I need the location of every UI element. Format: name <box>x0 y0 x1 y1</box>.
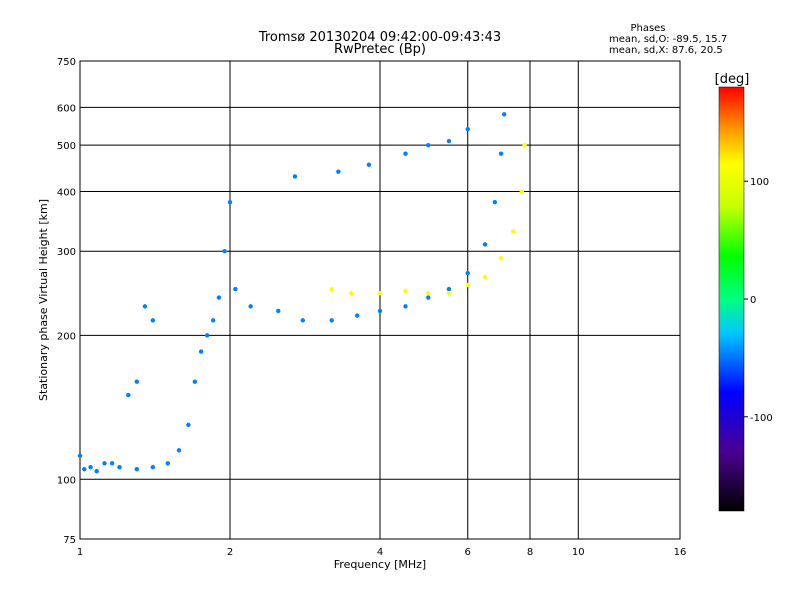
data-point <box>134 466 139 472</box>
data-point <box>292 174 298 179</box>
data-point <box>186 422 191 428</box>
data-point <box>117 464 122 470</box>
y-ticks: 75 100 200 300 400 500 600 750 <box>57 57 76 546</box>
colorbar-tick-label: 100 <box>750 177 769 188</box>
data-point <box>522 142 527 148</box>
data-point <box>77 453 83 458</box>
data-point <box>446 286 452 292</box>
y-tick-label: 100 <box>57 475 76 486</box>
data-point <box>94 468 99 474</box>
y-tick-label: 600 <box>57 103 76 114</box>
data-point <box>377 291 383 296</box>
stats-heading: Phases <box>630 23 665 34</box>
colorbar-label: [deg] <box>715 72 750 87</box>
data-point <box>82 466 87 472</box>
data-point <box>216 295 222 300</box>
x-tick-label: 10 <box>572 547 585 558</box>
data-point <box>465 270 470 276</box>
x-tick-label: 4 <box>377 547 383 558</box>
y-tick-label: 200 <box>57 331 76 342</box>
data-point <box>150 318 156 323</box>
data-point <box>519 189 524 194</box>
y-tick-label: 750 <box>57 57 76 68</box>
x-tick-label: 6 <box>465 547 471 558</box>
data-point <box>88 464 93 470</box>
data-point <box>109 461 115 466</box>
data-point <box>134 379 139 384</box>
data-point <box>276 308 281 314</box>
data-point <box>165 461 170 466</box>
data-point <box>446 291 452 296</box>
data-point <box>176 448 182 453</box>
data-point <box>510 229 516 234</box>
data-point <box>248 304 253 309</box>
x-tick-label: 8 <box>527 547 533 558</box>
y-tick-label: 500 <box>57 141 76 152</box>
data-point <box>403 151 408 156</box>
colorbar-tick-label: -100 <box>750 413 773 424</box>
stats-o: mean, sd,O: -89.5, 15.7 <box>609 34 727 45</box>
data-point <box>102 461 107 466</box>
data-point <box>498 256 504 261</box>
data-point <box>142 304 148 309</box>
data-point <box>210 318 216 323</box>
data-point <box>198 349 204 354</box>
data-point <box>403 304 408 309</box>
data-point <box>465 126 470 132</box>
data-point <box>300 318 306 323</box>
colorbar <box>718 86 745 512</box>
data-point <box>150 464 156 470</box>
y-axis-label: Stationary phase Virtual Height [km] <box>37 199 50 401</box>
data-point <box>426 291 431 296</box>
data-point <box>336 169 341 174</box>
y-tick-label: 400 <box>57 187 76 198</box>
data-point <box>222 249 227 254</box>
x-axis-label: Frequency [MHz] <box>334 558 426 571</box>
chart-subtitle: RwPretec (Bp) <box>334 42 426 57</box>
stats-x: mean, sd,X: 87.6, 20.5 <box>609 45 723 56</box>
chart-title: Tromsø 20130204 09:42:00-09:43:43 <box>258 30 501 45</box>
data-point <box>498 151 504 156</box>
data-point <box>366 162 372 167</box>
x-tick-label: 2 <box>227 547 233 558</box>
data-point <box>204 333 210 338</box>
grid <box>80 61 680 539</box>
data-point <box>227 199 233 205</box>
data-point <box>501 112 507 117</box>
data-point <box>482 242 488 247</box>
data-point <box>446 138 452 144</box>
data-point <box>233 286 238 292</box>
data-point <box>329 286 334 292</box>
x-ticks: 1 2 4 6 8 10 16 <box>77 547 687 558</box>
data-point <box>377 308 383 314</box>
data-point <box>126 392 131 398</box>
colorbar-tick-label: 0 <box>750 295 756 306</box>
data-point <box>354 313 360 318</box>
data-point <box>348 291 354 296</box>
y-tick-label: 300 <box>57 247 76 258</box>
data-point <box>426 142 431 148</box>
data-point <box>403 288 408 293</box>
x-tick-label: 1 <box>77 547 83 558</box>
data-point <box>482 274 488 280</box>
data-point <box>465 282 470 288</box>
colorbar-ticks: 100 0 -100 <box>744 177 773 424</box>
data-point <box>492 199 498 205</box>
x-tick-label: 16 <box>674 547 687 558</box>
data-point <box>426 295 431 300</box>
y-tick-label: 75 <box>63 535 76 546</box>
data-point <box>192 379 198 384</box>
points <box>77 112 527 474</box>
data-point <box>329 318 334 323</box>
